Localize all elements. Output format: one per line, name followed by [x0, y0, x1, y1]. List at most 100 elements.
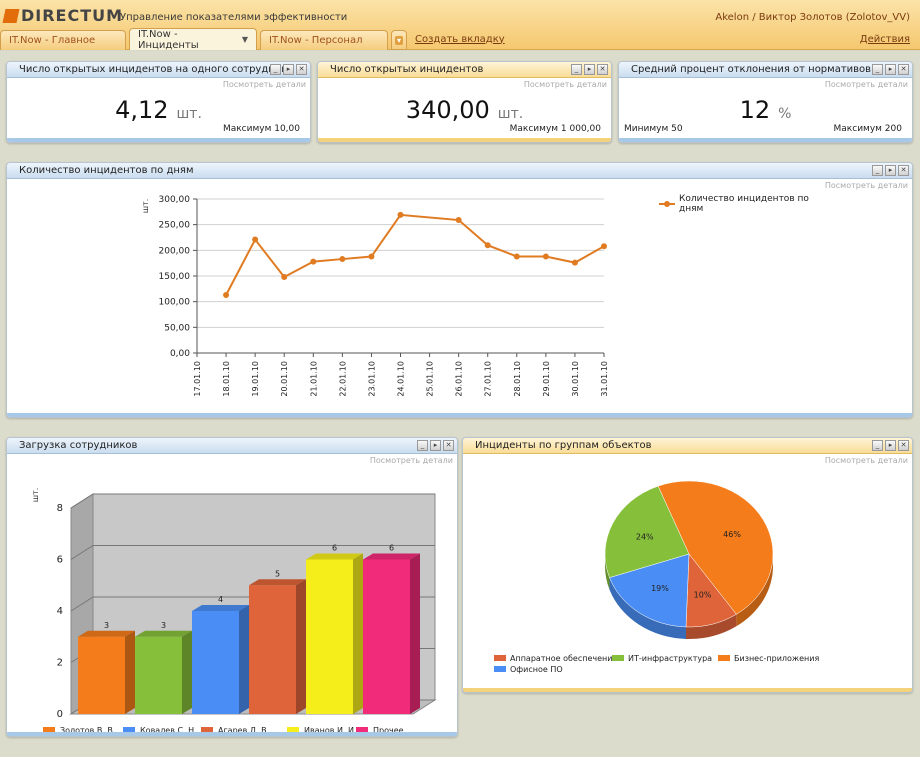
close-icon[interactable]: ✕: [597, 64, 608, 75]
close-icon[interactable]: ✕: [296, 64, 307, 75]
close-icon[interactable]: ✕: [898, 165, 909, 176]
x-tick-label: 18.01.10: [222, 361, 231, 397]
bar-side: [410, 553, 420, 714]
bar-chart: шт. 0 2 4 6 8 3 3 4 5 6 6 Золотов В. В. Ковалев С. Н.…: [31, 488, 437, 735]
kpi-panel-per-employee: Число открытых инцидентов на одного сотр…: [6, 61, 311, 143]
legend-swatch: [287, 727, 299, 732]
logo-text: DIRECTUM: [21, 6, 124, 25]
minimize-icon[interactable]: _: [571, 64, 582, 75]
close-icon[interactable]: ✕: [443, 440, 454, 451]
x-tick-label: 30.01.10: [571, 361, 580, 397]
view-details-link[interactable]: Посмотреть детали: [824, 181, 908, 190]
line-chart-panel: Количество инцидентов по дням _ ▸ ✕ Посмот…: [6, 162, 913, 418]
data-point: [513, 253, 520, 260]
y-tick-label: 50,00: [164, 323, 190, 333]
kpi-panel-open-incidents: Число открытых инцидентов _ ▸ ✕ Посмотреть…: [317, 61, 612, 143]
y-tick-label: 150,00: [159, 272, 191, 282]
panel-title: Инциденты по группам объектов: [475, 440, 652, 451]
panel-footer-bar: [7, 138, 310, 142]
legend-swatch: [494, 655, 506, 661]
legend-label: Бизнес-приложения: [734, 654, 819, 663]
bar-data-label: 3: [161, 621, 166, 630]
legend-label: ИТ-инфраструктура: [628, 654, 712, 663]
panel-footer-bar: [7, 732, 457, 736]
bar: [249, 585, 296, 714]
kpi-number: 340,00: [405, 96, 490, 124]
gridline-side: [70, 545, 94, 560]
data-point: [542, 253, 549, 260]
x-tick-label: 24.01.10: [397, 361, 406, 397]
legend-swatch: [356, 727, 368, 732]
view-details-link[interactable]: Посмотреть детали: [369, 456, 453, 465]
panel-buttons: _ ▸ ✕: [870, 165, 909, 176]
actions-link[interactable]: Действия: [859, 34, 910, 45]
close-icon[interactable]: ✕: [898, 64, 909, 75]
bar-data-label: 6: [389, 544, 394, 553]
legend-label: Ковалев С. Н.: [140, 726, 197, 735]
x-tick-label: 21.01.10: [309, 361, 318, 397]
minimize-icon[interactable]: _: [417, 440, 428, 451]
data-point: [368, 253, 375, 260]
minimize-icon[interactable]: _: [872, 165, 883, 176]
data-point: [281, 274, 288, 281]
bar: [78, 636, 125, 714]
panel-footer-bar: [619, 138, 912, 142]
bar-top: [135, 630, 192, 637]
tab-main[interactable]: IT.Now - Главное: [0, 30, 126, 50]
bar-side: [125, 630, 135, 714]
data-point: [455, 217, 462, 224]
kpi-max: Максимум 1 000,00: [509, 124, 601, 134]
kpi-panel-deviation: Средний процент отклонения от нормативов…: [618, 61, 913, 143]
legend-swatch: [201, 727, 213, 732]
y-axis-label: шт.: [31, 488, 40, 503]
bar-data-label: 4: [218, 595, 223, 604]
expand-icon[interactable]: ▸: [885, 165, 896, 176]
expand-icon[interactable]: ▸: [430, 440, 441, 451]
legend-swatch: [612, 655, 624, 661]
legend-label: Агарев Д. В.: [218, 726, 269, 735]
panel-header: Инциденты по группам объектов _ ▸ ✕: [463, 438, 912, 454]
panel-footer-bar: [318, 138, 611, 142]
panel-buttons: _ ▸ ✕: [569, 64, 608, 75]
view-details-link[interactable]: Посмотреть детали: [523, 80, 607, 89]
bar-data-label: 5: [275, 569, 280, 578]
minimize-icon[interactable]: _: [270, 64, 281, 75]
pie-data-label: 19%: [651, 584, 669, 593]
pie-data-label: 46%: [723, 530, 741, 539]
y-tick-label: 6: [57, 555, 63, 566]
close-icon[interactable]: ✕: [898, 440, 909, 451]
expand-icon[interactable]: ▸: [283, 64, 294, 75]
directum-logo[interactable]: DIRECTUM: [2, 6, 124, 25]
y-tick-label: 0,00: [170, 349, 190, 359]
expand-icon[interactable]: ▸: [584, 64, 595, 75]
panel-buttons: _ ▸ ✕: [870, 440, 909, 451]
tab-main-label: IT.Now - Главное: [9, 35, 96, 46]
create-tab-link[interactable]: Создать вкладку: [415, 33, 505, 45]
panel-buttons: _ ▸ ✕: [268, 64, 307, 75]
legend-swatch: [123, 727, 135, 732]
chevron-down-icon[interactable]: ▼: [241, 35, 248, 44]
view-details-link[interactable]: Посмотреть детали: [222, 80, 306, 89]
expand-icon[interactable]: ▸: [885, 64, 896, 75]
view-details-link[interactable]: Посмотреть детали: [824, 80, 908, 89]
minimize-icon[interactable]: _: [872, 64, 883, 75]
tab-personnel[interactable]: IT.Now - Персонал: [260, 30, 388, 50]
bar: [363, 559, 410, 714]
x-tick-label: 26.01.10: [455, 361, 464, 397]
view-details-link[interactable]: Посмотреть детали: [824, 456, 908, 465]
data-point: [310, 258, 317, 265]
tab-incidents[interactable]: IT.Now - Инциденты ▼: [129, 28, 257, 51]
panel-header: Загрузка сотрудников _ ▸ ✕: [7, 438, 457, 454]
minimize-icon[interactable]: _: [872, 440, 883, 451]
y-tick-label: 8: [57, 503, 63, 514]
y-tick-label: 2: [57, 658, 63, 669]
user-name[interactable]: Akelon / Виктор Золотов (Zolotov_VV): [715, 12, 910, 23]
pie-data-label: 10%: [694, 591, 712, 600]
legend-label-line1: Количество инцидентов по: [679, 194, 809, 204]
more-tabs-button[interactable]: ▾: [391, 30, 407, 50]
x-tick-label: 31.01.10: [600, 361, 609, 397]
expand-icon[interactable]: ▸: [885, 440, 896, 451]
bar-top: [249, 579, 306, 586]
y-tick-label: 4: [57, 606, 63, 617]
bar-chart-panel: Загрузка сотрудников _ ▸ ✕ Посмотреть дета…: [6, 437, 458, 737]
